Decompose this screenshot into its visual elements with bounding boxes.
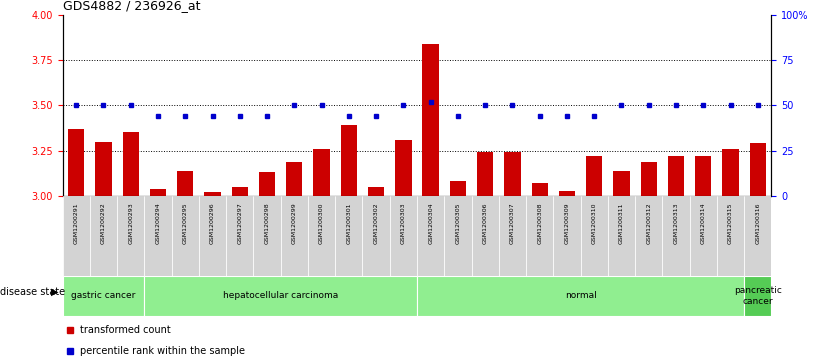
Bar	[68, 129, 84, 196]
Bar	[662, 196, 690, 276]
Bar	[717, 196, 744, 276]
Bar	[95, 142, 112, 196]
Bar	[226, 196, 254, 276]
Text: GSM1200300: GSM1200300	[319, 203, 324, 244]
Bar	[177, 171, 193, 196]
Text: GSM1200292: GSM1200292	[101, 203, 106, 244]
Bar	[144, 196, 172, 276]
Bar	[636, 196, 662, 276]
Bar	[363, 196, 389, 276]
Bar	[368, 187, 384, 196]
Bar	[608, 196, 636, 276]
Bar	[505, 152, 520, 196]
Text: GSM1200298: GSM1200298	[264, 203, 269, 244]
Bar	[499, 196, 526, 276]
Text: GSM1200303: GSM1200303	[401, 203, 406, 244]
Bar	[744, 276, 771, 316]
Text: GSM1200305: GSM1200305	[455, 203, 460, 244]
Text: GSM1200301: GSM1200301	[346, 203, 351, 244]
Bar	[117, 196, 144, 276]
Bar	[389, 196, 417, 276]
Bar	[259, 172, 275, 196]
Bar	[172, 196, 198, 276]
Text: GSM1200296: GSM1200296	[210, 203, 215, 244]
Bar	[281, 196, 308, 276]
Bar	[144, 276, 417, 316]
Bar	[340, 125, 357, 196]
Bar	[722, 149, 739, 196]
Text: normal: normal	[565, 291, 596, 300]
Text: GSM1200294: GSM1200294	[155, 203, 160, 244]
Bar	[314, 149, 329, 196]
Text: GDS4882 / 236926_at: GDS4882 / 236926_at	[63, 0, 200, 12]
Text: GSM1200299: GSM1200299	[292, 203, 297, 244]
Text: gastric cancer: gastric cancer	[71, 291, 136, 300]
Bar	[559, 191, 575, 196]
Bar	[445, 196, 471, 276]
Text: GSM1200313: GSM1200313	[674, 203, 679, 244]
Text: GSM1200311: GSM1200311	[619, 203, 624, 244]
Text: ▶: ▶	[51, 287, 58, 297]
Text: GSM1200315: GSM1200315	[728, 203, 733, 244]
Text: GSM1200312: GSM1200312	[646, 203, 651, 244]
Text: GSM1200308: GSM1200308	[537, 203, 542, 244]
Text: GSM1200307: GSM1200307	[510, 203, 515, 244]
Bar	[395, 140, 411, 196]
Text: GSM1200316: GSM1200316	[756, 203, 761, 244]
Text: transformed count: transformed count	[80, 325, 171, 335]
Text: percentile rank within the sample: percentile rank within the sample	[80, 346, 245, 356]
Bar	[553, 196, 580, 276]
Text: disease state: disease state	[0, 287, 65, 297]
Bar	[335, 196, 363, 276]
Bar	[63, 196, 90, 276]
Bar	[668, 156, 684, 196]
Bar	[586, 156, 602, 196]
Text: pancreatic
cancer: pancreatic cancer	[734, 286, 781, 306]
Text: GSM1200293: GSM1200293	[128, 203, 133, 244]
Text: GSM1200314: GSM1200314	[701, 203, 706, 244]
Text: GSM1200297: GSM1200297	[238, 203, 242, 244]
Bar	[308, 196, 335, 276]
Bar	[204, 192, 221, 196]
Bar	[471, 196, 499, 276]
Bar	[531, 183, 548, 196]
Bar	[477, 152, 494, 196]
Bar	[123, 132, 139, 196]
Text: hepatocellular carcinoma: hepatocellular carcinoma	[223, 291, 339, 300]
Text: GSM1200302: GSM1200302	[374, 203, 379, 244]
Bar	[613, 171, 630, 196]
Text: GSM1200310: GSM1200310	[592, 203, 596, 244]
Bar	[690, 196, 717, 276]
Bar	[423, 44, 439, 196]
Bar	[641, 162, 657, 196]
Bar	[750, 143, 766, 196]
Bar	[526, 196, 553, 276]
Bar	[63, 276, 144, 316]
Bar	[150, 189, 166, 196]
Text: GSM1200295: GSM1200295	[183, 203, 188, 244]
Bar	[695, 156, 711, 196]
Bar	[254, 196, 281, 276]
Bar	[417, 276, 744, 316]
Bar	[450, 182, 466, 196]
Text: GSM1200309: GSM1200309	[565, 203, 570, 244]
Bar	[232, 187, 248, 196]
Text: GSM1200306: GSM1200306	[483, 203, 488, 244]
Bar	[198, 196, 226, 276]
Bar	[417, 196, 445, 276]
Bar	[580, 196, 608, 276]
Bar	[744, 196, 771, 276]
Text: GSM1200304: GSM1200304	[428, 203, 433, 244]
Bar	[90, 196, 117, 276]
Text: GSM1200291: GSM1200291	[73, 203, 78, 244]
Bar	[286, 162, 303, 196]
